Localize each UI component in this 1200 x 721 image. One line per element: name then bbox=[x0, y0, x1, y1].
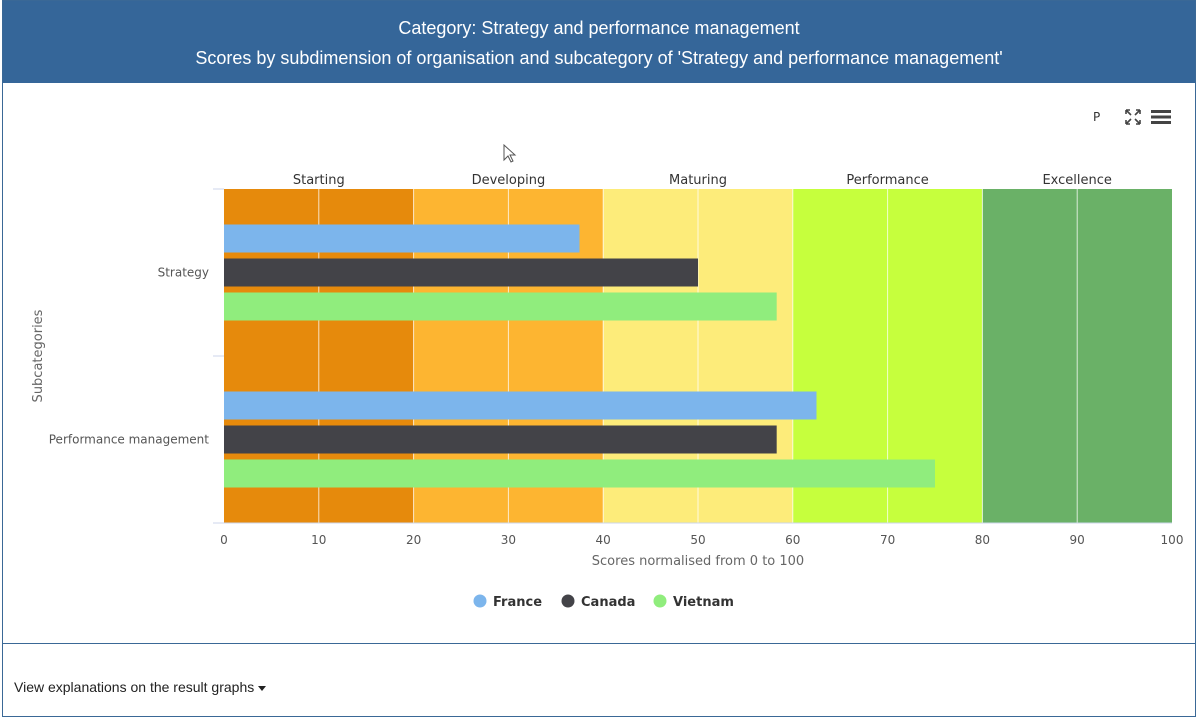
bar-strategy-vietnam bbox=[224, 292, 777, 321]
bar-strategy-france bbox=[224, 224, 580, 253]
legend-label-france: France bbox=[493, 595, 542, 610]
bar-performance-management-vietnam bbox=[224, 459, 935, 488]
hamburger-menu-icon[interactable] bbox=[1151, 109, 1171, 125]
view-explanations-link[interactable]: View explanations on the result graphs bbox=[14, 679, 267, 695]
band-label-starting: Starting bbox=[293, 173, 345, 188]
legend-label-canada: Canada bbox=[581, 595, 635, 610]
x-tick-label-90: 90 bbox=[1070, 533, 1085, 547]
x-axis-title: Scores normalised from 0 to 100 bbox=[592, 554, 804, 569]
x-tick-label-70: 70 bbox=[880, 533, 895, 547]
view-explanations-label: View explanations on the result graphs bbox=[14, 679, 255, 695]
category-title: Category: Strategy and performance manag… bbox=[398, 18, 800, 38]
x-tick-label-60: 60 bbox=[785, 533, 800, 547]
category-label-performance-management: Performance management bbox=[49, 433, 210, 447]
band-label-excellence: Excellence bbox=[1042, 173, 1111, 188]
expand-icon[interactable] bbox=[1124, 108, 1142, 126]
band-label-maturing: Maturing bbox=[669, 173, 727, 188]
legend-marker-canada bbox=[561, 594, 575, 608]
bar-chart: Starting Developing Maturing Performance Exc… bbox=[31, 173, 1184, 610]
bar-performance-management-canada bbox=[224, 425, 777, 454]
chart-subtitle: Scores by subdimension of organisation a… bbox=[195, 48, 1003, 68]
x-tick-label-20: 20 bbox=[406, 533, 421, 547]
legend-label-vietnam: Vietnam bbox=[673, 595, 734, 610]
panel-header: Category: Strategy and performance manag… bbox=[3, 1, 1195, 83]
y-axis-title: Subcategories bbox=[31, 309, 46, 402]
bar-strategy-canada bbox=[224, 258, 698, 287]
category-label-strategy: Strategy bbox=[158, 266, 209, 280]
x-tick-label-100: 100 bbox=[1161, 533, 1184, 547]
legend-marker-vietnam bbox=[653, 594, 667, 608]
x-tick-label-50: 50 bbox=[690, 533, 705, 547]
band-label-developing: Developing bbox=[472, 173, 546, 188]
band-label-performance: Performance bbox=[846, 173, 928, 188]
panel-divider bbox=[2, 643, 1196, 644]
mouse-cursor-icon bbox=[503, 144, 517, 163]
x-tick-label-0: 0 bbox=[220, 533, 228, 547]
x-tick-label-30: 30 bbox=[501, 533, 516, 547]
x-tick-label-80: 80 bbox=[975, 533, 990, 547]
bar-performance-management-france bbox=[224, 391, 817, 420]
x-tick-label-10: 10 bbox=[311, 533, 326, 547]
x-tick-label-40: 40 bbox=[596, 533, 611, 547]
print-label[interactable]: P bbox=[1093, 110, 1101, 124]
caret-down-icon bbox=[258, 685, 267, 691]
legend-marker-france bbox=[473, 594, 487, 608]
